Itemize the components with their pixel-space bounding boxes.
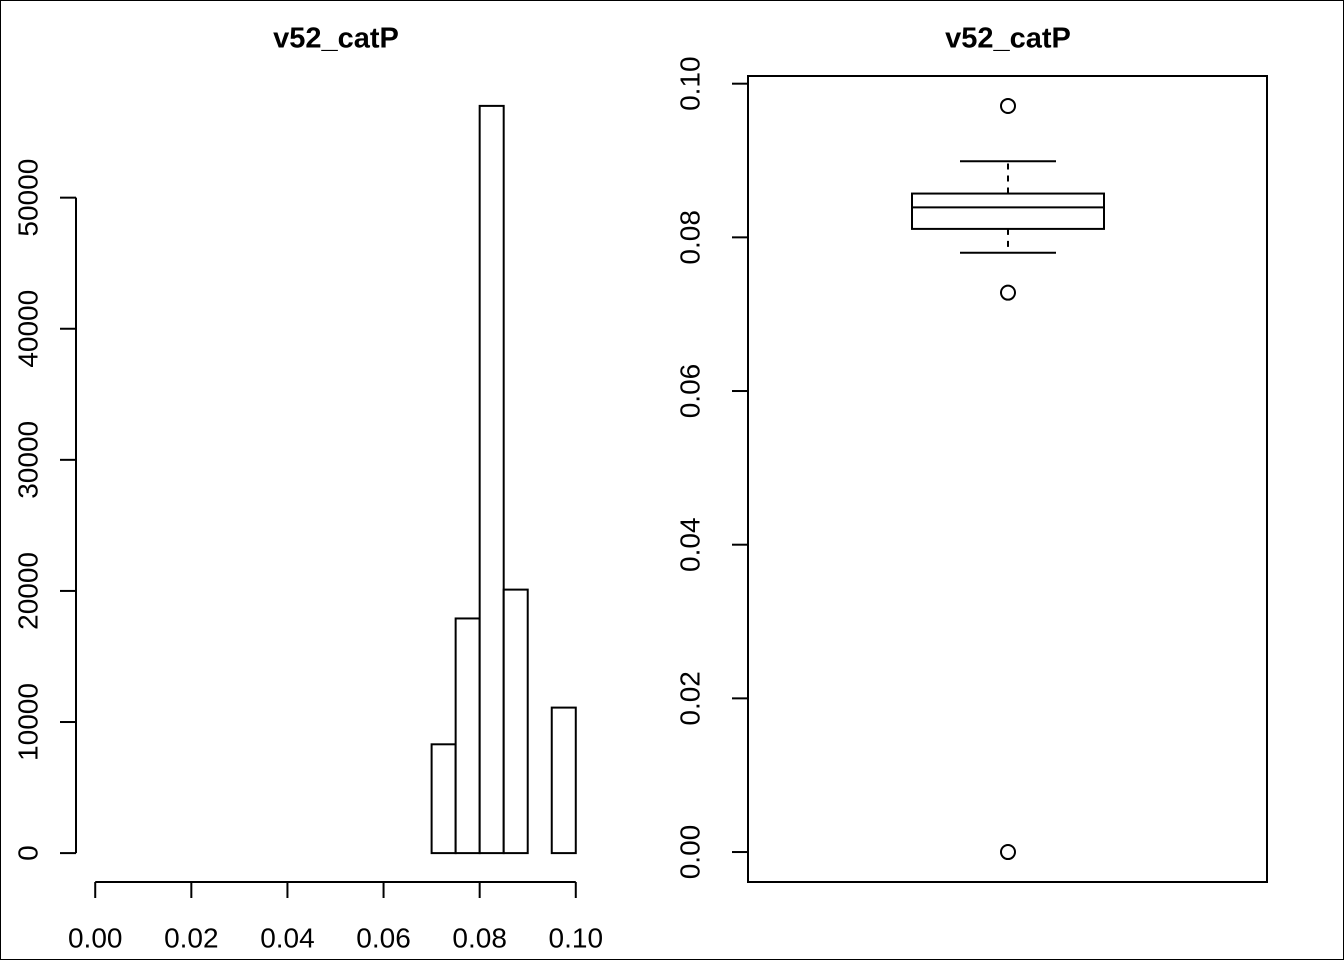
hist-bar (550, 706, 577, 855)
y-tick-label: 0.04 (674, 517, 705, 572)
y-tick-label: 0.08 (674, 210, 705, 265)
box (911, 192, 1105, 230)
y-tick-label: 50000 (12, 159, 43, 237)
outlier (1000, 284, 1016, 301)
x-tick-label: 0.02 (164, 922, 219, 953)
y-tick-label: 0.10 (674, 56, 705, 111)
box-title: v52_catP (945, 23, 1071, 55)
y-tick-label: 30000 (12, 421, 43, 499)
y-tick-label: 20000 (12, 552, 43, 630)
x-tick-label: 0.08 (452, 922, 507, 953)
hist-bar (478, 104, 505, 855)
y-tick-label: 40000 (12, 290, 43, 368)
y-tick-label: 0.02 (674, 671, 705, 726)
outlier (1000, 97, 1016, 114)
hist-title: v52_catP (273, 23, 399, 55)
y-tick-label: 0.00 (674, 825, 705, 880)
hist-bar (430, 743, 457, 855)
y-tick-label: 10000 (12, 683, 43, 761)
x-tick-label: 0.00 (68, 922, 123, 953)
hist-bar (502, 588, 529, 855)
x-tick-label: 0.04 (260, 922, 315, 953)
x-tick-label: 0.10 (549, 922, 604, 953)
x-tick-label: 0.06 (356, 922, 411, 953)
hist-bar (454, 617, 481, 855)
y-tick-label: 0 (12, 845, 43, 861)
y-tick-label: 0.06 (674, 364, 705, 419)
outlier (1000, 844, 1016, 861)
